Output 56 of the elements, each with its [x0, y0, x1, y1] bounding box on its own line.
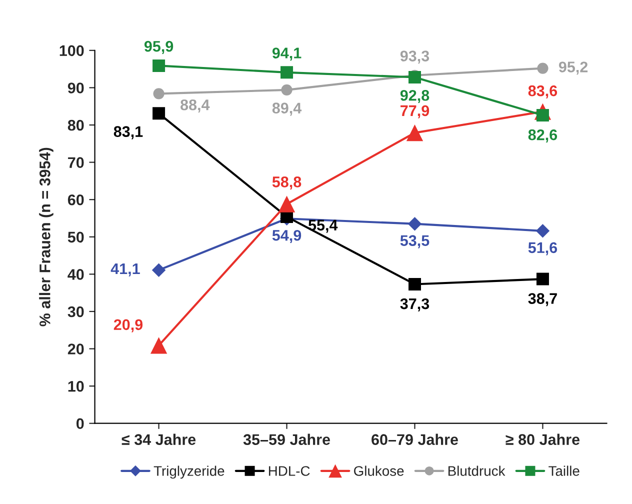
y-tick-label: 30	[68, 306, 84, 318]
y-tick-label: 0	[76, 418, 84, 430]
point	[406, 124, 424, 142]
data-label: 92,8	[400, 90, 430, 104]
point	[278, 196, 296, 212]
data-label: 51,6	[528, 242, 558, 256]
y-tick-label: 70	[68, 157, 84, 168]
x-tick-label: 60–79 Jahre	[372, 434, 458, 445]
data-label: 83,6	[528, 85, 558, 98]
point	[536, 272, 549, 286]
data-label: 93,3	[400, 50, 430, 64]
y-tick-label: 40	[68, 269, 84, 280]
legend-label: Glukose	[354, 466, 404, 476]
data-label: 94,1	[272, 48, 302, 61]
x-tick-label: 35–59 Jahre	[243, 434, 330, 446]
point	[153, 88, 164, 100]
data-label: 77,9	[400, 105, 430, 118]
data-label: 58,8	[272, 176, 302, 190]
data-label: 54,9	[272, 230, 302, 243]
data-label: 83,1	[114, 126, 143, 140]
data-label: 82,6	[528, 129, 558, 142]
point	[281, 84, 292, 96]
point	[408, 278, 421, 290]
x-tick-label: ≥ 80 Jahre	[506, 434, 580, 445]
legend-label: Blutdruck	[448, 466, 506, 476]
point	[537, 62, 548, 74]
data-label: 37,3	[400, 298, 430, 312]
x-tick-label: ≤ 34 Jahre	[122, 434, 196, 446]
data-label: 41,1	[110, 264, 140, 276]
legend-label: Taille	[548, 466, 580, 476]
y-axis-title: % aller Frauen (n = 3954)	[39, 148, 54, 326]
data-label: 88,4	[180, 99, 210, 112]
y-tick-label: 20	[68, 344, 84, 354]
point	[536, 224, 550, 238]
legend-label: HDL-C	[268, 466, 310, 476]
point	[408, 71, 421, 84]
y-tick-label: 10	[68, 380, 84, 392]
point	[408, 216, 422, 231]
point	[152, 107, 166, 120]
y-tick-label: 60	[68, 194, 84, 206]
point	[150, 337, 168, 354]
data-label: 95,2	[558, 62, 588, 75]
data-label: 55,4	[308, 220, 338, 233]
data-label: 89,4	[272, 102, 302, 116]
point	[152, 59, 166, 72]
y-tick-label: 90	[68, 82, 84, 94]
y-tick-label: 100	[60, 45, 84, 56]
y-tick-label: 80	[68, 120, 84, 131]
data-label: 20,9	[114, 319, 143, 332]
y-tick-label: 50	[68, 232, 84, 243]
point	[152, 263, 166, 277]
legend-label: Triglyzeride	[154, 466, 224, 479]
point	[280, 66, 294, 79]
data-label: 53,5	[400, 235, 430, 248]
data-label: 95,9	[144, 40, 174, 54]
data-label: 38,7	[528, 293, 557, 306]
